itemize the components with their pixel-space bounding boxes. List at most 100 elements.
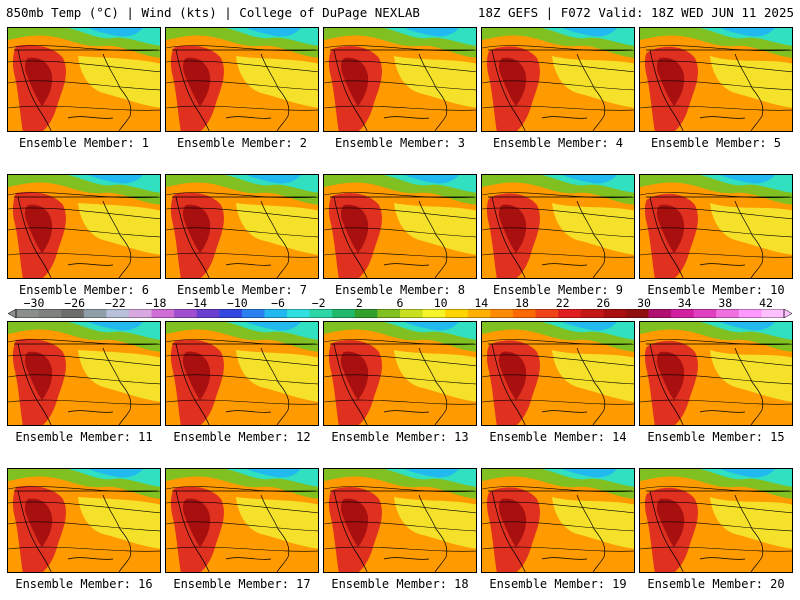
colorbar-right-arrow	[783, 309, 792, 318]
ensemble-member-label: Ensemble Member: 4	[492, 136, 624, 150]
ensemble-member-map	[639, 321, 793, 426]
ensemble-member-map	[165, 27, 319, 132]
colorbar-scale	[8, 309, 792, 318]
colorbar-tick-label: −6	[271, 296, 285, 310]
colorbar-swatch	[83, 309, 107, 318]
colorbar-swatch	[219, 309, 243, 318]
ensemble-member-map	[639, 27, 793, 132]
colorbar-tick-label: 22	[555, 296, 570, 310]
ensemble-member-label: Ensemble Member: 16	[15, 577, 153, 591]
ensemble-member-map	[481, 174, 635, 279]
colorbar-left-arrow	[8, 309, 17, 318]
colorbar-swatch	[16, 309, 40, 318]
colorbar-tick-label: 14	[474, 296, 489, 310]
ensemble-member-label: Ensemble Member: 3	[334, 136, 466, 150]
colorbar-swatch	[38, 309, 62, 318]
colorbar-swatch	[648, 309, 672, 318]
colorbar-tick-label: 38	[718, 296, 733, 310]
colorbar-swatch	[761, 309, 785, 318]
ensemble-member-map	[323, 321, 477, 426]
ensemble-member-label: Ensemble Member: 13	[331, 430, 469, 444]
colorbar-swatch	[558, 309, 582, 318]
colorbar-swatch	[151, 309, 175, 318]
colorbar-tick-label: 2	[355, 296, 363, 310]
ensemble-member-label: Ensemble Member: 17	[173, 577, 311, 591]
colorbar-swatch	[400, 309, 424, 318]
header-valid-time: 18Z GEFS | F072 Valid: 18Z WED JUN 11 20…	[477, 5, 794, 20]
ensemble-member-label: Ensemble Member: 5	[650, 136, 782, 150]
ensemble-member-map	[639, 174, 793, 279]
ensemble-member-map	[323, 468, 477, 573]
ensemble-member-label: Ensemble Member: 18	[331, 577, 469, 591]
colorbar-swatch	[738, 309, 762, 318]
colorbar-swatch	[467, 309, 491, 318]
ensemble-member-label: Ensemble Member: 2	[176, 136, 308, 150]
ensemble-member-label: Ensemble Member: 14	[489, 430, 627, 444]
ensemble-member-label: Ensemble Member: 15	[647, 430, 785, 444]
ensemble-member-map	[481, 321, 635, 426]
colorbar-tick-label: −26	[64, 296, 86, 310]
colorbar-swatch	[106, 309, 130, 318]
colorbar-tick-label: 42	[759, 296, 773, 310]
ensemble-member-map	[481, 27, 635, 132]
ensemble-member-label: Ensemble Member: 20	[647, 577, 785, 591]
ensemble-member-map	[7, 321, 161, 426]
colorbar-swatch	[287, 309, 311, 318]
colorbar-swatch	[625, 309, 649, 318]
colorbar-tick-label: −22	[104, 296, 126, 310]
colorbar-swatch	[174, 309, 198, 318]
ensemble-member-map	[7, 468, 161, 573]
colorbar-swatch	[580, 309, 604, 318]
colorbar-tick-label: −10	[226, 296, 248, 310]
ensemble-member-label: Ensemble Member: 19	[489, 577, 627, 591]
ensemble-member-map	[165, 174, 319, 279]
colorbar-tick-label: −14	[186, 296, 208, 310]
colorbar-swatch	[422, 309, 446, 318]
colorbar-swatch	[332, 309, 356, 318]
colorbar-swatch	[716, 309, 740, 318]
colorbar-swatch	[377, 309, 401, 318]
colorbar-swatch	[535, 309, 559, 318]
colorbar-swatch	[128, 309, 153, 318]
ensemble-member-map	[481, 468, 635, 573]
ensemble-member-label: Ensemble Member: 8	[334, 283, 466, 297]
colorbar-tick-label: 10	[433, 296, 448, 310]
ensemble-member-map	[165, 468, 319, 573]
colorbar-swatch	[671, 309, 695, 318]
ensemble-member-map	[323, 174, 477, 279]
colorbar-tick-label: 30	[637, 296, 651, 310]
colorbar-swatch	[693, 309, 717, 318]
ensemble-member-map	[323, 27, 477, 132]
ensemble-member-map	[639, 468, 793, 573]
colorbar-tick-label: 6	[396, 296, 404, 310]
colorbar-tick-label: 18	[515, 296, 529, 310]
colorbar-tick-label: −2	[311, 296, 326, 310]
colorbar-tick-label: −18	[145, 296, 167, 310]
colorbar-swatch	[196, 309, 220, 318]
colorbar-swatch	[603, 309, 627, 318]
colorbar-swatch	[354, 309, 378, 318]
ensemble-member-label: Ensemble Member: 10	[647, 283, 785, 297]
header-title: 850mb Temp (°C) | Wind (kts) | College o…	[6, 5, 420, 20]
colorbar-swatch	[309, 309, 333, 318]
colorbar-border	[15, 309, 785, 318]
ensemble-member-label: Ensemble Member: 1	[18, 136, 150, 150]
colorbar-swatch	[512, 309, 537, 318]
colorbar-tick-label: 26	[596, 296, 611, 310]
colorbar-tick-label: 34	[677, 296, 692, 310]
colorbar-swatch	[490, 309, 514, 318]
ensemble-member-label: Ensemble Member: 6	[18, 283, 150, 297]
colorbar-swatch	[264, 309, 288, 318]
ensemble-member-label: Ensemble Member: 12	[173, 430, 311, 444]
ensemble-member-map	[7, 174, 161, 279]
ensemble-member-map	[7, 27, 161, 132]
ensemble-member-map	[165, 321, 319, 426]
colorbar-swatch	[61, 309, 85, 318]
colorbar-swatch	[241, 309, 265, 318]
temperature-colorbar: −30 −26 −22 −18 −14 −10 −6 −2 2 6 10 14 18 22 26 30 34 38…	[8, 296, 792, 320]
ensemble-member-label: Ensemble Member: 11	[15, 430, 153, 444]
colorbar-tick-label: −30	[23, 296, 45, 310]
ensemble-member-label: Ensemble Member: 9	[492, 283, 624, 297]
colorbar-swatch	[445, 309, 469, 318]
